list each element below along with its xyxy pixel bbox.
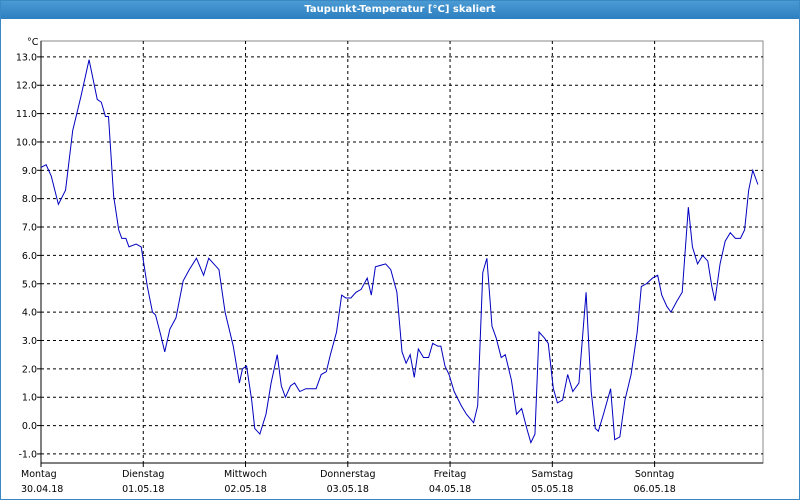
- y-tick-label: 6.0: [22, 251, 37, 262]
- y-tick-label: 9.0: [22, 166, 37, 177]
- y-tick-label: 4.0: [22, 308, 37, 319]
- x-tick-label: Sonntag: [635, 469, 674, 480]
- y-tick-label: 2.0: [22, 364, 37, 375]
- x-tick-label: Dienstag: [122, 469, 164, 480]
- x-tick-label: Donnerstag: [320, 469, 375, 480]
- y-tick-label: 13.0: [16, 52, 37, 63]
- y-tick-label: 7.0: [22, 223, 37, 234]
- x-tick-label: Mittwoch: [224, 469, 267, 480]
- x-tick-date: 06.05.18: [633, 484, 675, 495]
- x-tick-date: 02.05.18: [224, 484, 266, 495]
- x-tick-label: Freitag: [434, 469, 467, 480]
- y-tick-label: 8.0: [22, 194, 37, 205]
- data-line: [40, 59, 759, 444]
- y-tick-label: 3.0: [22, 336, 37, 347]
- y-unit: °C: [27, 37, 39, 48]
- x-tick-label: Samstag: [532, 469, 574, 480]
- y-tick-label: 0.0: [22, 421, 37, 432]
- y-tick-label: -1.0: [18, 449, 37, 460]
- y-tick-label: 10.0: [16, 137, 37, 148]
- x-tick-date: 05.05.18: [531, 484, 573, 495]
- window-title: Taupunkt-Temperatur [°C] skaliert: [1, 1, 799, 19]
- y-tick-label: 12.0: [16, 81, 37, 92]
- x-tick-label: Montag: [21, 469, 57, 480]
- y-tick-label: 1.0: [22, 393, 37, 404]
- plot-frame: [40, 40, 764, 464]
- y-tick-label: 11.0: [16, 109, 37, 120]
- x-tick-date: 04.05.18: [429, 484, 471, 495]
- y-tick-label: 5.0: [22, 279, 37, 290]
- x-tick-date: 30.04.18: [21, 484, 63, 495]
- x-tick-date: 03.05.18: [327, 484, 369, 495]
- x-tick-date: 01.05.18: [122, 484, 164, 495]
- chart: °C -1.0 0.0 1.0 2.0 3.0 4.0 5.0 6.0 7.0 8.0 9.0 10.…: [16, 37, 764, 495]
